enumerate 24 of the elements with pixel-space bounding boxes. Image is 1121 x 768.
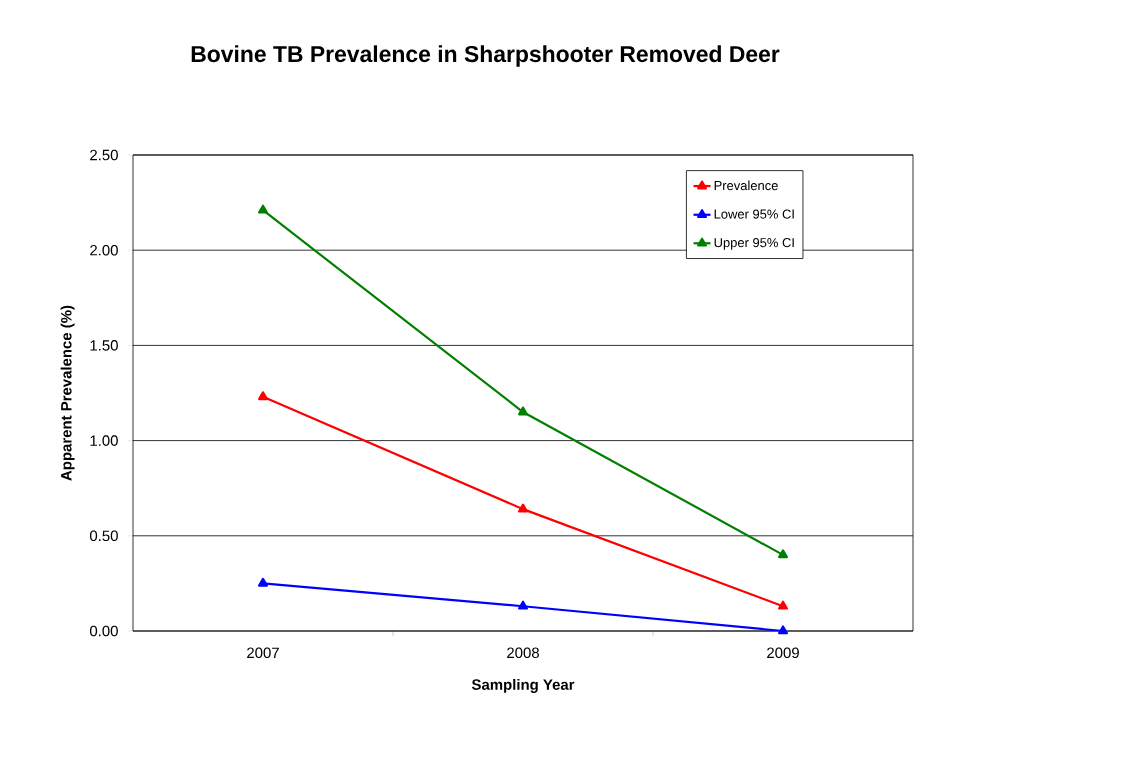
legend-label: Upper 95% CI — [714, 238, 794, 250]
point — [258, 391, 268, 401]
point — [518, 406, 528, 416]
x-tick-label: 2008 — [507, 647, 539, 659]
point — [258, 204, 268, 214]
x-tick-label: 2009 — [767, 647, 799, 659]
chart-title: Bovine TB Prevalence in Sharpshooter Removed Deer — [191, 45, 780, 67]
y-axis-title: Apparent Prevalence (%) — [60, 305, 75, 481]
point — [778, 549, 789, 559]
y-tick-label: 1.50 — [90, 340, 118, 351]
legend-label: Prevalence — [714, 180, 778, 191]
point — [778, 600, 789, 610]
y-tick-label: 0.00 — [89, 625, 118, 637]
y-tick-label: 1.00 — [90, 435, 118, 446]
y-tick-label: 2.00 — [90, 244, 118, 256]
x-tick-label: 2007 — [247, 647, 279, 659]
point — [778, 625, 789, 635]
y-tick-label: 0.50 — [89, 530, 118, 542]
x-axis-title: Sampling Year — [471, 678, 575, 693]
legend-label: Lower 95% CI — [714, 209, 794, 219]
point — [518, 503, 528, 513]
point — [258, 577, 268, 587]
y-tick-label: 2.50 — [90, 149, 118, 161]
point — [518, 600, 528, 610]
